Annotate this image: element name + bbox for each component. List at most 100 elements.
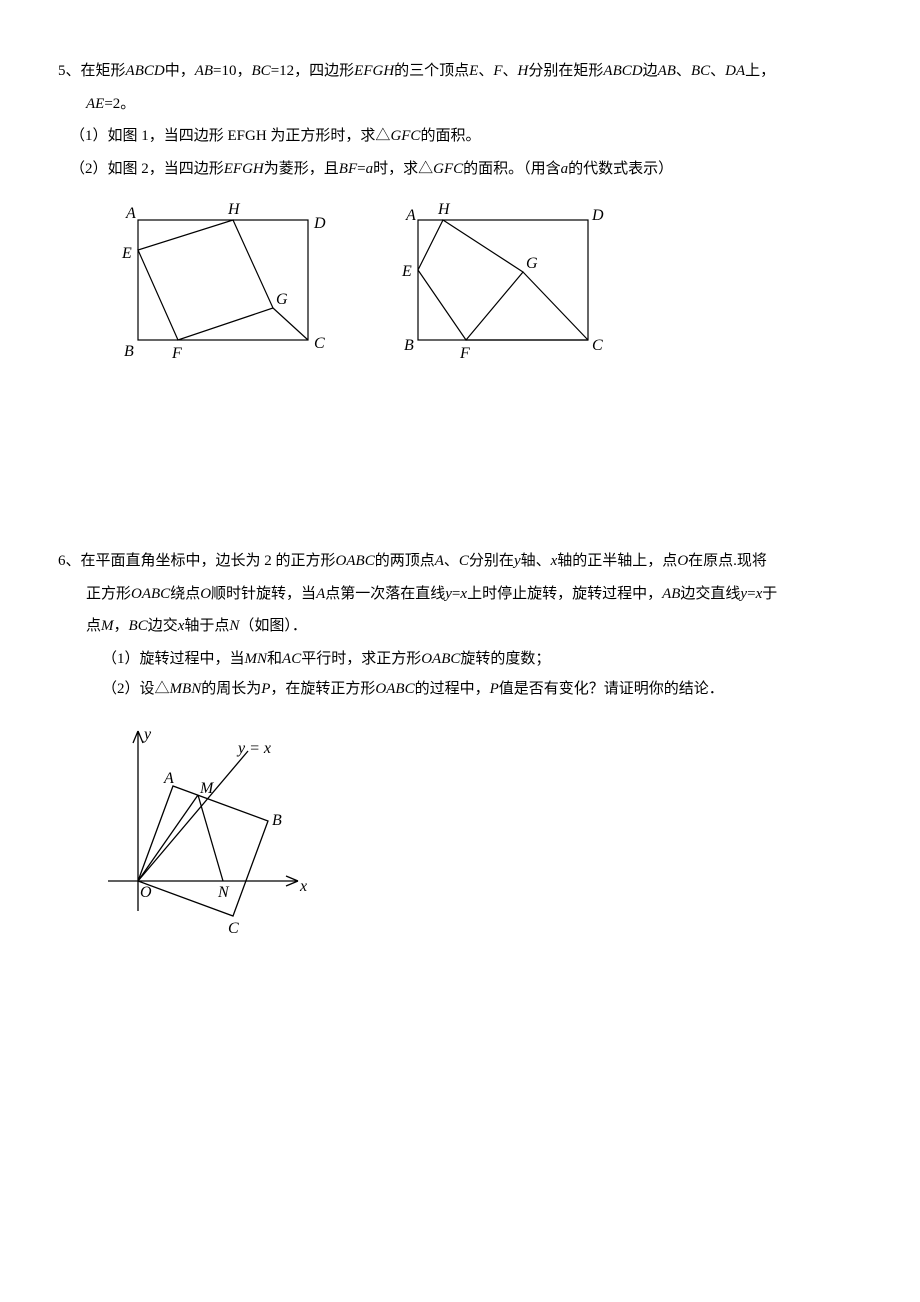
p5-sub2: （2）如图 2，当四边形EFGH为菱形，且BF=a时，求△GFC的面积。（用含a… xyxy=(58,158,862,181)
abcd2: ABCD xyxy=(603,63,642,79)
t: 的过程中， xyxy=(415,681,490,697)
lbl-H: H xyxy=(227,201,241,218)
t: 边交直线 xyxy=(680,586,740,602)
M: M xyxy=(101,618,114,634)
lbl-yx: y = x xyxy=(236,740,271,757)
t: （如图）． xyxy=(239,618,307,634)
t: 在平面直角坐标中，边长为 2 的正方形 xyxy=(81,553,336,569)
efgh: EFGH xyxy=(354,63,394,79)
BC: BC xyxy=(129,618,148,634)
lbl-G: G xyxy=(276,291,288,308)
da: DA xyxy=(725,63,745,79)
tri2: △ xyxy=(418,161,433,177)
O2: O xyxy=(200,586,211,602)
H: H xyxy=(518,63,529,79)
lbl-B: B xyxy=(272,812,282,829)
lbl-M: M xyxy=(199,780,215,797)
p6-line1: 6、在平面直角坐标中，边长为 2 的正方形OABC的两顶点A、C分别在y轴、x轴… xyxy=(58,550,862,573)
p6-num: 6、 xyxy=(58,553,81,569)
t: 轴的正半轴上，点 xyxy=(557,553,677,569)
lbl-D: D xyxy=(591,207,604,224)
lbl-A: A xyxy=(125,205,136,222)
p6-line3: 点M，BC边交x轴于点N（如图）． xyxy=(58,615,862,638)
t: 边交 xyxy=(148,618,178,634)
t: 、 xyxy=(503,63,518,79)
E: E xyxy=(469,63,478,79)
t: 的三个顶点 xyxy=(394,63,469,79)
t: 顺时针旋转，当 xyxy=(211,586,316,602)
bc: BC xyxy=(252,63,271,79)
lbl-H: H xyxy=(437,201,451,218)
t: 轴于点 xyxy=(184,618,229,634)
t: 边 xyxy=(643,63,658,79)
bc2: BC xyxy=(691,63,710,79)
P: P xyxy=(261,681,270,697)
C: C xyxy=(459,553,469,569)
lbl-O: O xyxy=(140,884,152,901)
t: 分别在 xyxy=(469,553,514,569)
lbl-A: A xyxy=(405,207,416,224)
lbl-C: C xyxy=(592,337,603,354)
oabc3: OABC xyxy=(421,651,460,667)
lbl-E: E xyxy=(401,263,412,280)
bf: BF xyxy=(339,161,357,177)
t: 点 xyxy=(86,618,101,634)
lbl-y: y xyxy=(142,726,152,743)
t: 时，求 xyxy=(373,161,418,177)
tri3: △ xyxy=(155,681,170,697)
AB: AB xyxy=(662,586,680,602)
p5-sub1: （1）如图 1，当四边形 EFGH 为正方形时，求△GFC的面积。 xyxy=(58,125,862,148)
AC: AC xyxy=(282,651,301,667)
t: 、 xyxy=(478,63,493,79)
t: 上， xyxy=(745,63,775,79)
t: 的面积。（用含 xyxy=(463,161,561,177)
problem-5: 5、在矩形ABCD中，AB=10，BC=12，四边形EFGH的三个顶点E、F、H… xyxy=(58,60,862,370)
a2: a xyxy=(561,161,569,177)
y2: y xyxy=(445,586,452,602)
ab2: AB xyxy=(658,63,676,79)
t: 和 xyxy=(267,651,282,667)
t: 绕点 xyxy=(170,586,200,602)
t: 、 xyxy=(676,63,691,79)
t: 、 xyxy=(710,63,725,79)
a: a xyxy=(366,161,374,177)
t: 中， xyxy=(165,63,195,79)
lbl-C: C xyxy=(228,920,239,937)
t: ，在旋转正方形 xyxy=(270,681,375,697)
t: 正方形 xyxy=(86,586,131,602)
A2: A xyxy=(316,586,325,602)
P2: P xyxy=(490,681,499,697)
t: （2）设 xyxy=(102,681,155,697)
t: （1）如图 1，当四边形 EFGH 为正方形时，求 xyxy=(70,128,375,144)
gfc: GFC xyxy=(390,128,420,144)
lbl-D: D xyxy=(313,215,326,232)
ab: AB xyxy=(195,63,213,79)
t: =12，四边形 xyxy=(271,63,354,79)
lbl-C: C xyxy=(314,335,325,352)
t: 的面积。 xyxy=(420,128,480,144)
t: ， xyxy=(114,618,129,634)
t: 、 xyxy=(444,553,459,569)
abcd: ABCD xyxy=(126,63,165,79)
lbl-F: F xyxy=(459,345,470,362)
p6-figure-wrap: y y = x A M B O N x C xyxy=(88,721,862,941)
figure-1: A H D E G B F C xyxy=(108,200,328,370)
t: 分别在矩形 xyxy=(528,63,603,79)
t: 的周长为 xyxy=(201,681,261,697)
ae: AE xyxy=(86,96,104,112)
t: （2）如图 2，当四边形 xyxy=(70,161,224,177)
lbl-N: N xyxy=(217,884,230,901)
t: （1）旋转过程中，当 xyxy=(102,651,245,667)
F: F xyxy=(493,63,502,79)
t: = xyxy=(357,161,365,177)
gfc2: GFC xyxy=(433,161,463,177)
t: 在矩形 xyxy=(81,63,126,79)
t: 于 xyxy=(762,586,777,602)
t: = xyxy=(747,586,755,602)
efgh2: EFGH xyxy=(224,161,264,177)
t: 上时停止旋转，旋转过程中， xyxy=(467,586,662,602)
p6-sub1: （1）旋转过程中，当MN和AC平行时，求正方形OABC旋转的度数； xyxy=(58,648,862,671)
lbl-B: B xyxy=(124,343,134,360)
t: 旋转的度数； xyxy=(460,651,550,667)
lbl-A: A xyxy=(163,770,174,787)
